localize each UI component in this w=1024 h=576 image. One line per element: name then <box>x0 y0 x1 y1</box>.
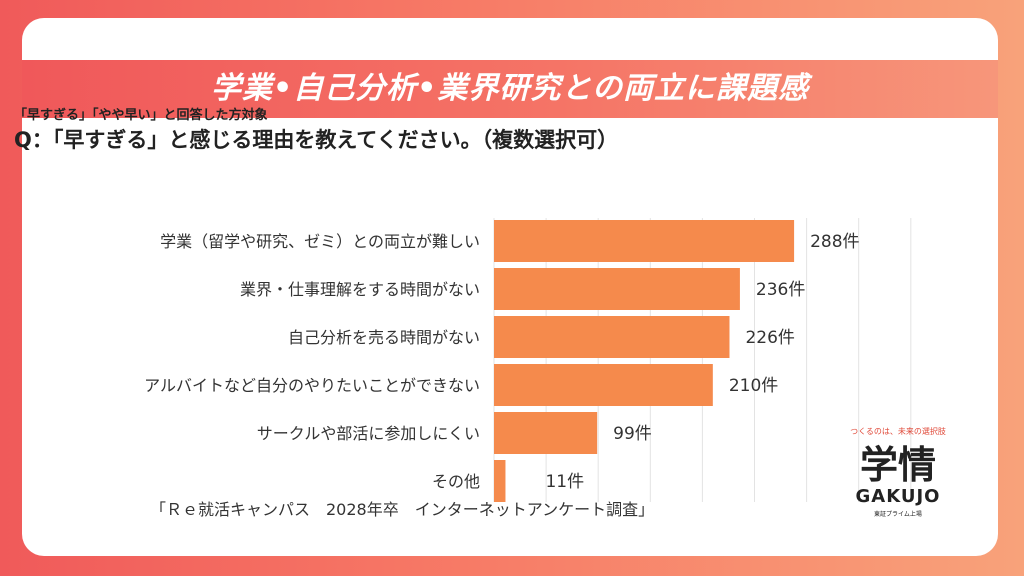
logo-tagline: つくるのは、未来の選択肢 <box>850 427 946 436</box>
value-label: 226件 <box>745 328 794 348</box>
source-note: 「Ｒｅ就活キャンパス 2028年卒 インターネットアンケート調査」 <box>150 500 655 519</box>
category-label: アルバイトなど自分のやりたいことができない <box>144 376 480 395</box>
value-label: 236件 <box>756 280 805 300</box>
category-label: 自己分析を売る時間がない <box>288 328 480 347</box>
category-label: サークルや部活に参加しにくい <box>257 424 480 443</box>
page-title: 学業•自己分析•業界研究との両立に課題感 <box>210 71 810 106</box>
bar-5 <box>494 460 506 502</box>
bar-3 <box>494 364 713 406</box>
bar-2 <box>494 316 730 358</box>
chart-grid <box>493 218 912 502</box>
category-label: その他 <box>432 472 480 491</box>
bar-4 <box>494 412 598 454</box>
content-card: 学業•自己分析•業界研究との両立に課題感 <box>22 18 998 556</box>
chart-bars <box>494 220 795 502</box>
value-label: 11件 <box>545 472 584 492</box>
category-label: 業界・仕事理解をする時間がない <box>240 280 480 299</box>
gakujo-logo: つくるのは、未来の選択肢 学情 GAKUJO 東証プライム上場 <box>838 426 958 518</box>
bar-1 <box>494 268 740 310</box>
survey-subject: 「早すぎる」「やや早い」と回答した方対象 <box>14 108 268 123</box>
title-banner: 学業•自己分析•業界研究との両立に課題感 <box>22 60 998 118</box>
bar-0 <box>494 220 795 262</box>
category-label: 学業（留学や研究、ゼミ）との両立が難しい <box>160 232 480 251</box>
logo-listing: 東証プライム上場 <box>874 511 922 518</box>
value-label: 210件 <box>729 376 778 396</box>
value-label: 99件 <box>613 424 652 444</box>
logo-name: GAKUJO <box>855 486 941 507</box>
survey-question: Q：「早すぎる」と感じる理由を教えてください。（複数選択可） <box>14 128 619 152</box>
logo-kanji: 学情 <box>859 443 936 487</box>
value-label: 288件 <box>810 232 859 252</box>
